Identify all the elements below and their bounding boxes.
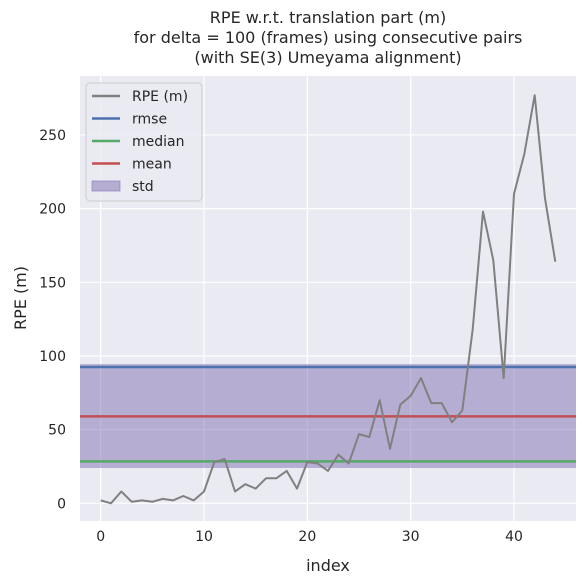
y-tick-label: 200 xyxy=(39,202,66,218)
legend-label: rmse xyxy=(132,112,167,128)
y-tick-label: 250 xyxy=(39,128,66,144)
legend-label: RPE (m) xyxy=(132,89,188,105)
legend: RPE (m) rmse median mean std xyxy=(85,82,203,202)
y-axis-label: RPE (m) xyxy=(11,266,30,330)
stat-lines-layer xyxy=(80,365,576,463)
y-tick-label: 50 xyxy=(48,423,66,439)
chart-title-line-3: (with SE(3) Umeyama alignment) xyxy=(194,48,462,67)
chart-title-line-2: for delta = 100 (frames) using consecuti… xyxy=(133,28,523,47)
rpe-series-line xyxy=(100,94,557,505)
legend-label: std xyxy=(132,179,154,195)
x-tick-label: 0 xyxy=(96,529,105,545)
chart-title-line-1: RPE w.r.t. translation part (m) xyxy=(209,8,447,27)
x-tick-label: 30 xyxy=(402,529,420,545)
y-tick-label: 100 xyxy=(39,349,66,365)
legend-patch-std xyxy=(91,180,121,192)
legend-box xyxy=(85,82,203,202)
x-tick-label: 40 xyxy=(505,529,523,545)
series-layer xyxy=(100,94,557,505)
y-tick-label: 0 xyxy=(57,496,66,512)
legend-label: median xyxy=(132,134,184,150)
tick-labels: 0 10 20 30 40 0 50 100 150 200 250 xyxy=(39,128,523,545)
chart-title: RPE w.r.t. translation part (m) for delt… xyxy=(80,8,576,68)
y-tick-label: 150 xyxy=(39,275,66,291)
x-axis-label: index xyxy=(306,556,350,575)
x-tick-label: 10 xyxy=(195,529,213,545)
legend-label: mean xyxy=(132,157,172,173)
x-tick-label: 20 xyxy=(298,529,316,545)
